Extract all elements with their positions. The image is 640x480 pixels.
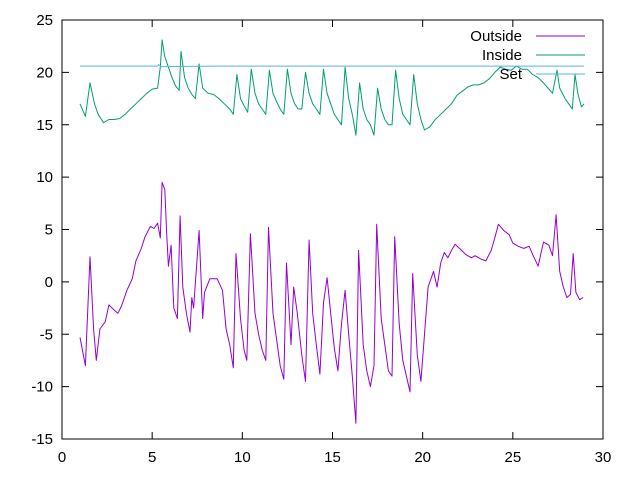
x-tick-label: 15 [324, 449, 341, 466]
x-tick-label: 20 [414, 449, 431, 466]
series-line-set [80, 64, 585, 68]
y-tick-label: 0 [45, 274, 53, 291]
legend-label-set: Set [499, 66, 522, 83]
y-tick-label: -5 [40, 326, 53, 343]
x-tick-label: 0 [58, 449, 66, 466]
y-tick-label: -15 [31, 431, 53, 448]
legend-label-inside: Inside [482, 47, 522, 64]
y-tick-label: 25 [36, 12, 53, 29]
x-tick-label: 5 [148, 449, 156, 466]
y-tick-label: 20 [36, 64, 53, 81]
x-tick-label: 30 [595, 449, 612, 466]
series-line-outside [79, 181, 584, 424]
y-tick-label: 15 [36, 117, 53, 134]
y-tick-label: 5 [45, 222, 53, 239]
x-axis-ticks: 0 5 10 15 20 25 30 [58, 20, 612, 466]
y-tick-label: 10 [36, 169, 53, 186]
legend-label-outside: Outside [470, 28, 522, 45]
series-layer [79, 39, 585, 424]
y-axis-ticks: -15 -10 -5 0 5 10 15 20 25 [31, 12, 603, 448]
y-tick-label: -10 [31, 379, 53, 396]
x-tick-label: 25 [504, 449, 521, 466]
legend: Outside Inside Set [470, 28, 585, 83]
x-tick-label: 10 [234, 449, 251, 466]
series-line-inside [79, 39, 585, 136]
